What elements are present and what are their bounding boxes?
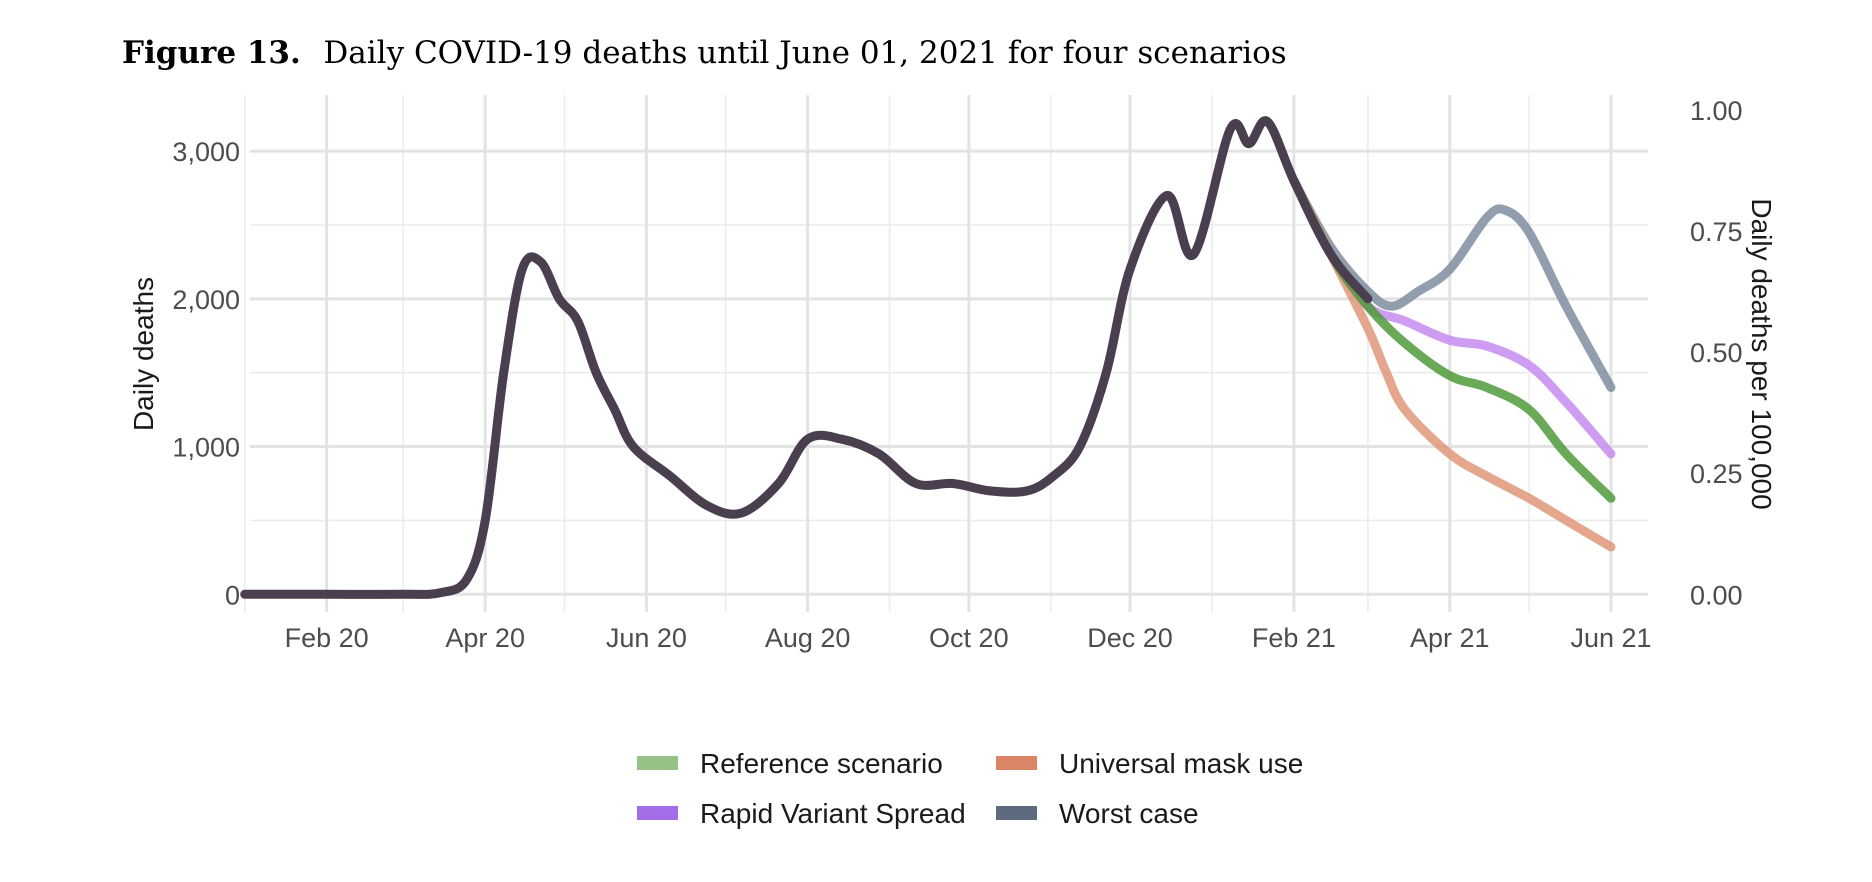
y-right-tick-label: 0.75 <box>1690 217 1743 247</box>
legend-label: Worst case <box>1059 798 1199 829</box>
y-tick-label: 3,000 <box>172 137 240 167</box>
legend-label: Reference scenario <box>700 748 943 779</box>
figure-caption-text: Daily COVID-19 deaths until June 01, 202… <box>323 35 1286 71</box>
x-tick-label: Apr 20 <box>445 623 525 653</box>
x-tick-label: Apr 21 <box>1410 623 1490 653</box>
x-axis-ticks: Feb 20 Apr 20 Jun 20 Aug 20 Oct 20 Dec 20 Feb … <box>285 623 1652 653</box>
x-tick-label: Jun 21 <box>1570 623 1651 653</box>
legend: Reference scenario Universal mask use Rapi… <box>637 748 1303 829</box>
legend-key-worst-case <box>996 806 1037 820</box>
x-tick-label: Jun 20 <box>606 623 687 653</box>
y-right-tick-label: 0.50 <box>1690 338 1743 368</box>
observed-line <box>240 116 1373 599</box>
y-tick-label: 0 <box>225 580 240 610</box>
series-line-universal-mask-use <box>1289 176 1616 552</box>
y-axis-title: Daily deaths <box>128 277 159 431</box>
figure-caption: Figure 13. Daily COVID-19 deaths until J… <box>122 35 1287 71</box>
y-right-tick-label: 1.00 <box>1690 96 1743 126</box>
y-tick-label: 1,000 <box>172 433 240 463</box>
figure-label: Figure 13. <box>122 35 301 71</box>
x-tick-label: Aug 20 <box>765 623 851 653</box>
y-right-tick-label: 0.25 <box>1690 459 1743 489</box>
legend-label: Universal mask use <box>1059 748 1303 779</box>
y-axis-right-ticks: 0.00 0.25 0.50 0.75 1.00 <box>1690 96 1743 611</box>
series-line-worst-case <box>1289 176 1616 392</box>
y-tick-label: 2,000 <box>172 285 240 315</box>
series-line-rapid-variant-spread <box>1289 176 1616 459</box>
observed-deaths-line <box>240 116 1373 599</box>
series-lines <box>1289 176 1616 552</box>
y-axis-right-title: Daily deaths per 100,000 <box>1746 198 1777 509</box>
y-right-tick-label: 0.00 <box>1690 580 1743 610</box>
major-gridlines <box>250 95 1648 612</box>
x-tick-label: Dec 20 <box>1087 623 1173 653</box>
legend-key-universal-mask-use <box>996 756 1037 770</box>
legend-key-rapid-variant-spread <box>637 806 678 820</box>
x-tick-label: Feb 20 <box>285 623 369 653</box>
legend-key-reference-scenario <box>637 756 678 770</box>
x-tick-label: Oct 20 <box>929 623 1009 653</box>
legend-label: Rapid Variant Spread <box>700 798 966 829</box>
x-tick-label: Feb 21 <box>1252 623 1336 653</box>
y-axis-left-ticks: 0 1,000 2,000 3,000 <box>172 137 240 610</box>
minor-gridlines <box>243 95 1648 612</box>
